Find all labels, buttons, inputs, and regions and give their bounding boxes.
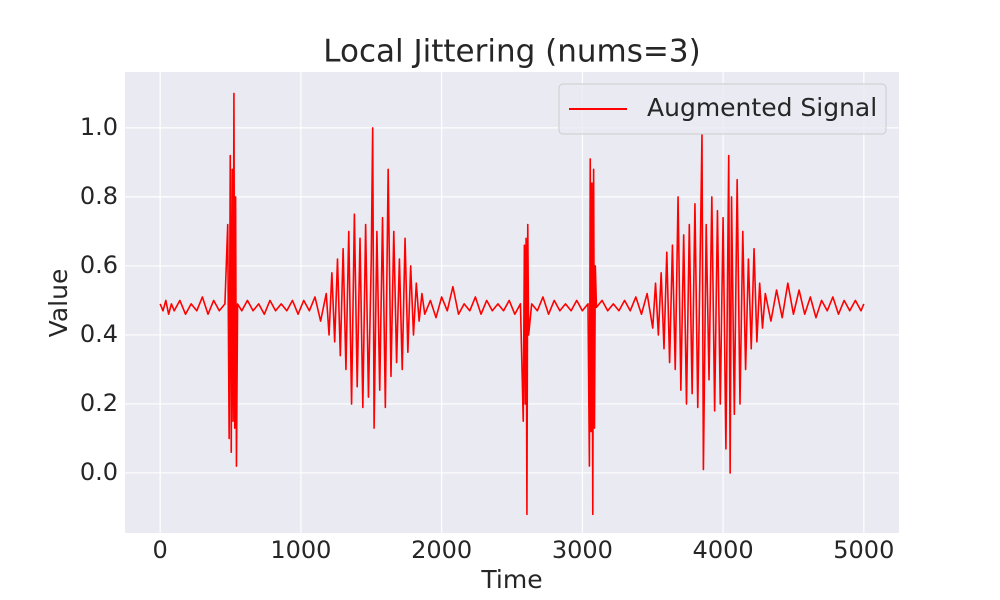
x-tick-label: 0 xyxy=(153,536,168,564)
y-tick-label: 0.8 xyxy=(80,182,118,210)
y-tick-label: 0.0 xyxy=(80,458,118,486)
x-tick-label: 4000 xyxy=(693,536,754,564)
x-tick-label: 2000 xyxy=(411,536,472,564)
y-tick-label: 0.6 xyxy=(80,251,118,279)
x-tick-label: 1000 xyxy=(270,536,331,564)
y-tick-label: 0.4 xyxy=(80,320,118,348)
legend-box xyxy=(558,83,887,135)
y-axis-label: Value xyxy=(44,269,73,338)
x-axis-label: Time xyxy=(480,565,542,594)
legend-label: Augmented Signal xyxy=(647,93,877,122)
y-tick-label: 0.2 xyxy=(80,389,118,417)
chart-title: Local Jittering (nums=3) xyxy=(323,34,700,70)
x-tick-label: 5000 xyxy=(833,536,894,564)
y-tick-label: 1.0 xyxy=(80,113,118,141)
plot-area xyxy=(125,72,899,533)
line-series xyxy=(159,92,865,516)
x-tick-label: 3000 xyxy=(552,536,613,564)
